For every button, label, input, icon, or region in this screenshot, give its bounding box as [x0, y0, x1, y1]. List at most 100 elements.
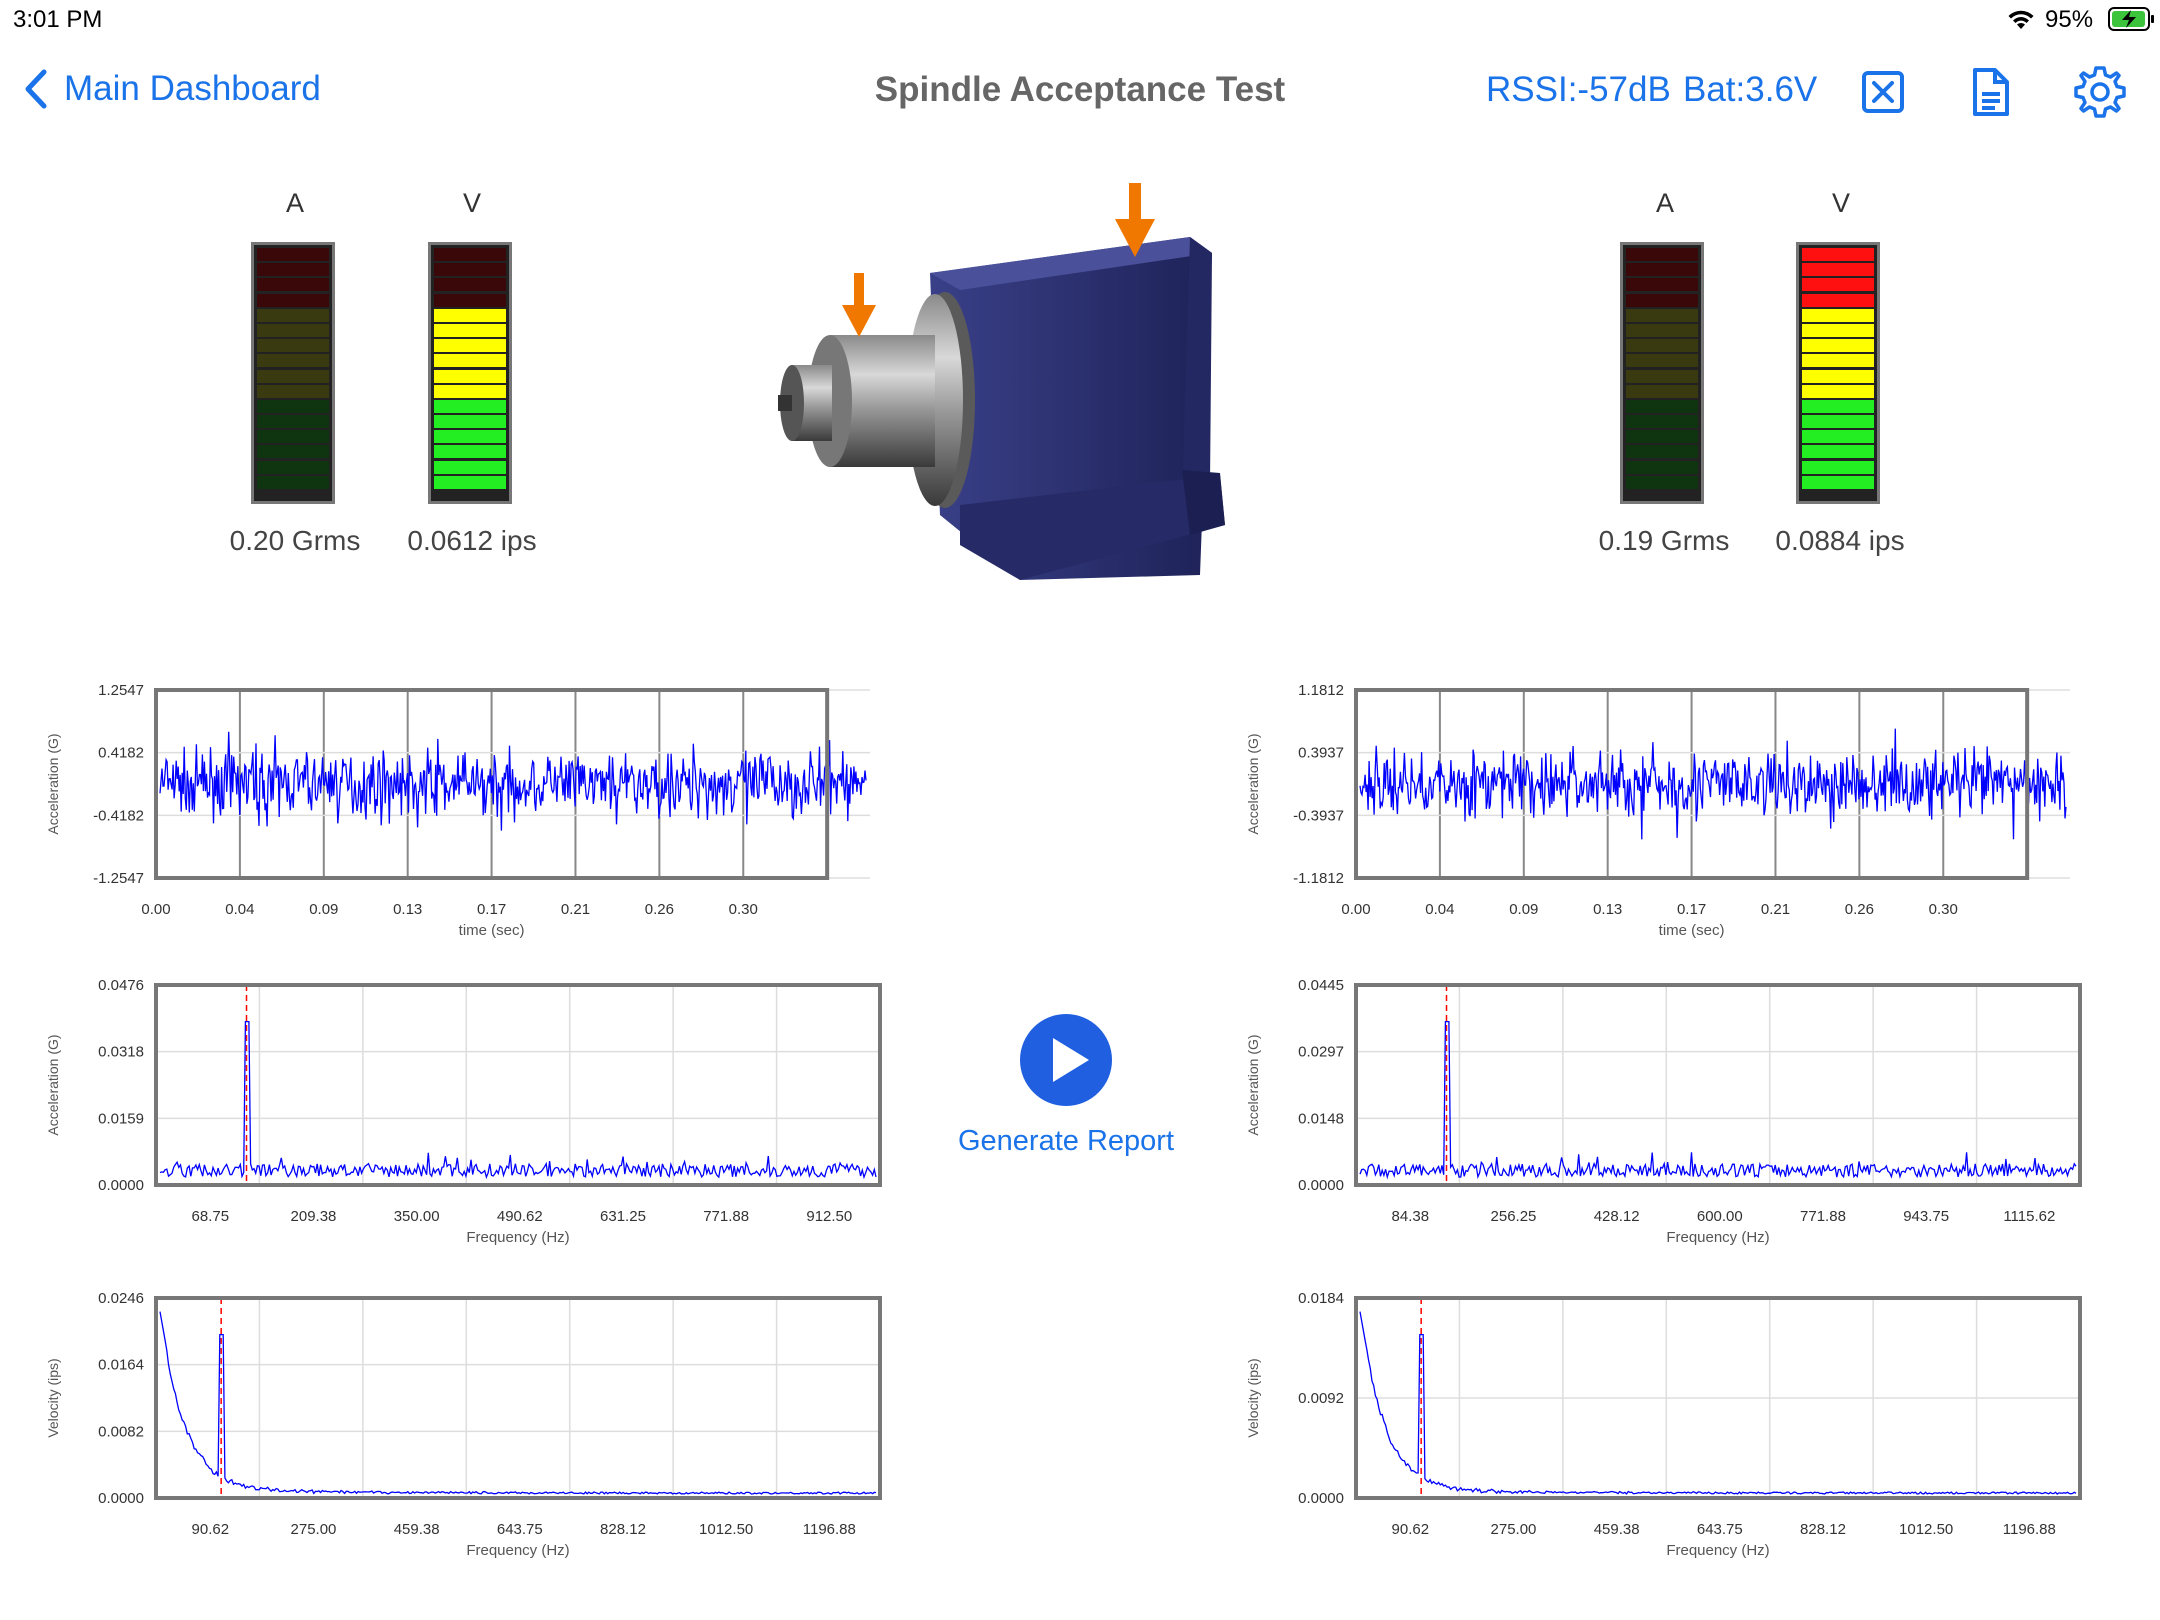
y-tick-label: -1.2547	[93, 870, 144, 887]
x-tick-label: 0.30	[729, 901, 758, 918]
meter-segment	[434, 445, 506, 459]
plot-frame	[154, 1296, 882, 1500]
x-tick-label: 0.13	[1593, 901, 1622, 918]
x-tick-label: 90.62	[1392, 1521, 1430, 1538]
y-tick-label: 0.0000	[98, 1490, 144, 1507]
meter-segment	[434, 384, 506, 398]
meter-segment	[1626, 369, 1698, 383]
meter-segment	[434, 430, 506, 444]
y-tick-label: 0.3937	[1298, 745, 1344, 762]
y-axis-title: Acceleration (G)	[1245, 1034, 1261, 1135]
x-tick-label: 600.00	[1697, 1208, 1743, 1225]
y-tick-label: 0.0159	[98, 1110, 144, 1127]
x-tick-label: 1115.62	[2003, 1208, 2055, 1225]
x-tick-label: 0.04	[1425, 901, 1454, 918]
play-icon	[1053, 1038, 1089, 1082]
meter-segment	[1626, 399, 1698, 413]
x-tick-label: 0.26	[645, 901, 674, 918]
meter-segment	[1802, 308, 1874, 322]
meter-segment	[257, 369, 329, 383]
x-tick-label: 0.30	[1929, 901, 1958, 918]
meter-segment	[1626, 308, 1698, 322]
x-tick-label: 1196.88	[2003, 1521, 2056, 1538]
meter-segment	[1626, 384, 1698, 398]
plot-frame	[1354, 983, 2082, 1187]
y-axis-title: Velocity (ips)	[1245, 1358, 1261, 1437]
x-tick-label: 459.38	[1594, 1521, 1640, 1538]
generate-report-label[interactable]: Generate Report	[957, 1125, 1174, 1157]
y-tick-label: -0.4182	[93, 807, 144, 824]
status-time: 3:01 PM	[13, 6, 103, 33]
meter-segment	[1802, 430, 1874, 444]
meter-segment	[257, 415, 329, 429]
y-tick-label: 0.4182	[98, 745, 144, 762]
meter-segment	[434, 415, 506, 429]
close-button[interactable]	[1855, 64, 1911, 120]
x-axis-title: Frequency (Hz)	[1666, 1542, 1769, 1559]
right-a-meter	[1620, 242, 1704, 504]
x-tick-label: 459.38	[394, 1521, 440, 1538]
x-tick-label: 643.75	[1697, 1521, 1743, 1538]
y-tick-label: 0.0082	[98, 1423, 144, 1440]
x-tick-label: 90.62	[192, 1521, 230, 1538]
series-line	[159, 1020, 877, 1180]
meter-segment	[257, 354, 329, 368]
meter-segment	[434, 278, 506, 292]
meter-segment	[257, 293, 329, 307]
meter-segment	[434, 460, 506, 474]
y-tick-label: -0.3937	[1293, 807, 1344, 824]
report-button[interactable]	[1963, 64, 2019, 120]
chart-svg: 0.0476 0.0318 0.0159 0.0000 68.75 209.38 350.0…	[45, 977, 882, 1246]
meter-segment	[1802, 248, 1874, 261]
meter-segment	[1626, 354, 1698, 368]
meter-segment	[434, 399, 506, 413]
meter-segment	[434, 308, 506, 322]
chart-svg: 0.0246 0.0164 0.0082 0.0000 90.62 275.00 459.3…	[45, 1290, 882, 1559]
series-line	[1359, 728, 2067, 840]
meter-segment	[257, 399, 329, 413]
meter-segment	[1802, 445, 1874, 459]
right-vel-fft-chart: 0.0184 0.0092 0.0000 90.62 275.00 459.38 643.7…	[1230, 1288, 2100, 1578]
right-v-label: V	[1831, 188, 1850, 218]
series-line	[1359, 1311, 2077, 1495]
meter-segment	[1802, 415, 1874, 429]
x-tick-label: 943.75	[1903, 1208, 1949, 1225]
meter-segment	[1802, 263, 1874, 277]
meter-segment	[257, 323, 329, 337]
meter-segment	[1626, 278, 1698, 292]
left-time-chart: 1.2547 0.4182 -0.4182 -1.2547 0.00 0.04 0.09 0.…	[30, 680, 890, 960]
plot-frame	[154, 983, 882, 1187]
left-vel-fft-chart: 0.0246 0.0164 0.0082 0.0000 90.62 275.00 459.3…	[30, 1288, 900, 1578]
back-button[interactable]: Main Dashboard	[22, 68, 321, 110]
y-tick-label: 0.0000	[1298, 1177, 1344, 1194]
x-tick-label: 912.50	[806, 1208, 852, 1225]
meter-segment	[434, 323, 506, 337]
y-tick-label: 0.0476	[98, 977, 144, 994]
battery-voltage-readout: Bat:3.6V	[1683, 70, 1818, 109]
meter-segment	[1802, 384, 1874, 398]
series-line	[159, 731, 867, 831]
meter-segment	[1626, 339, 1698, 353]
y-tick-label: 1.2547	[98, 682, 144, 699]
x-tick-label: 256.25	[1491, 1208, 1537, 1225]
plot-frame	[1354, 1296, 2082, 1500]
meter-segment	[1802, 369, 1874, 383]
meter-segment	[1626, 460, 1698, 474]
y-axis-title: Acceleration (G)	[45, 733, 61, 834]
meter-segment	[257, 445, 329, 459]
plot-frame	[1354, 688, 2030, 880]
x-tick-label: 0.09	[1509, 901, 1538, 918]
x-axis-title: Frequency (Hz)	[466, 1542, 569, 1559]
meter-segment	[1626, 293, 1698, 307]
gear-icon	[2074, 66, 2126, 118]
y-tick-label: 0.0184	[1298, 1290, 1344, 1307]
settings-button[interactable]	[2072, 64, 2128, 120]
meter-segment	[1626, 475, 1698, 489]
x-tick-label: 428.12	[1594, 1208, 1640, 1225]
y-axis-title: Velocity (ips)	[45, 1358, 61, 1437]
y-tick-label: 0.0000	[98, 1177, 144, 1194]
generate-report-button[interactable]	[1020, 1014, 1112, 1106]
x-tick-label: 828.12	[600, 1521, 646, 1538]
meter-segment	[257, 248, 329, 261]
y-tick-label: 0.0246	[98, 1290, 144, 1307]
